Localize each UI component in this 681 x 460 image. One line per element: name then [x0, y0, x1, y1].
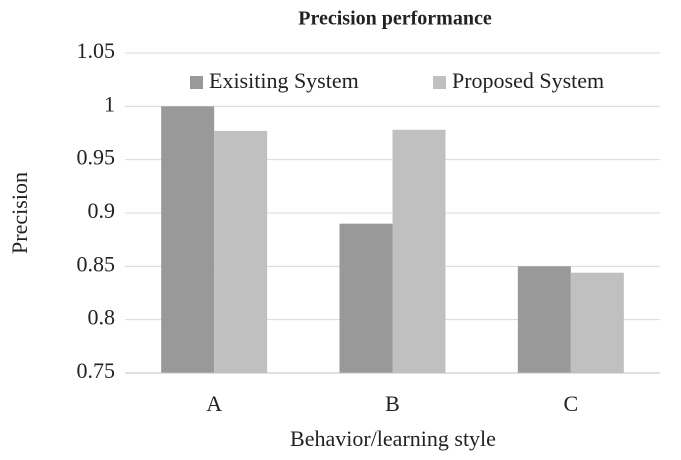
- legend-swatch: [433, 76, 446, 89]
- y-tick-label: 0.9: [88, 198, 116, 223]
- legend-label: Exisiting System: [209, 68, 359, 93]
- bar: [339, 223, 393, 373]
- y-axis-label: Precision: [7, 172, 32, 254]
- bar: [214, 130, 268, 373]
- y-tick-label: 0.95: [77, 145, 116, 170]
- y-tick-label: 1.05: [77, 38, 116, 63]
- bar: [161, 106, 215, 373]
- y-tick-label: 0.75: [77, 358, 116, 383]
- y-tick-label: 0.85: [77, 251, 116, 276]
- legend-swatch: [190, 76, 203, 89]
- bar: [570, 272, 624, 373]
- x-tick-label: C: [563, 391, 578, 416]
- x-tick-label: B: [385, 391, 400, 416]
- y-tick-label: 0.8: [88, 305, 116, 330]
- y-tick-label: 1: [104, 91, 115, 116]
- x-axis-label: Behavior/learning style: [290, 426, 496, 451]
- x-tick-label: A: [206, 391, 222, 416]
- chart-title: Precision performance: [298, 8, 492, 30]
- bar: [517, 266, 571, 373]
- legend-label: Proposed System: [452, 68, 604, 93]
- bar: [392, 129, 446, 373]
